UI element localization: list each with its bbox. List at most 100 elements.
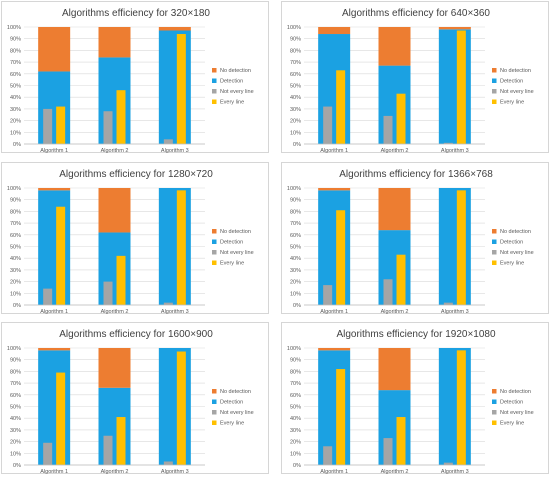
bar-not-every-line — [43, 442, 53, 465]
legend-swatch — [492, 389, 497, 394]
legend-swatch — [492, 410, 497, 415]
bar-no-detection — [38, 348, 71, 351]
bar-every-line — [336, 210, 346, 305]
bar-detection — [318, 190, 351, 305]
legend-swatch — [492, 89, 497, 94]
bar-detection — [438, 188, 471, 305]
bar-detection — [38, 71, 71, 144]
y-tick-label: 70% — [10, 60, 21, 66]
legend-label: Every line — [500, 261, 524, 267]
y-tick-label: 40% — [10, 256, 21, 262]
y-tick-label: 60% — [290, 72, 301, 78]
y-tick-label: 40% — [290, 95, 301, 101]
bar-no-detection — [378, 188, 411, 231]
bar-not-every-line — [323, 446, 333, 465]
bar-every-line — [336, 70, 346, 144]
bar-every-line — [336, 369, 346, 465]
legend-label: Every line — [500, 100, 524, 106]
legend-label: Not every line — [500, 89, 534, 95]
legend-label: No detection — [220, 389, 251, 395]
y-tick-label: 30% — [10, 107, 21, 113]
y-tick-label: 80% — [290, 369, 301, 375]
y-tick-label: 50% — [290, 245, 301, 251]
x-category-label: Algorithm 2 — [381, 309, 409, 315]
y-tick-label: 10% — [290, 451, 301, 457]
y-tick-label: 80% — [10, 369, 21, 375]
bar-every-line — [396, 93, 406, 144]
chart-title: Algorithms efficiency for 320×180 — [62, 8, 210, 19]
x-category-label: Algorithm 3 — [161, 469, 189, 475]
y-tick-label: 0% — [293, 142, 301, 148]
chart-panel: Algorithms efficiency for 1920×1080 0% 10%… — [281, 322, 549, 475]
bar-not-every-line — [443, 462, 453, 465]
legend-swatch — [212, 239, 217, 244]
y-tick-label: 70% — [10, 381, 21, 387]
y-tick-label: 10% — [10, 130, 21, 136]
legend-swatch — [212, 78, 217, 83]
bar-detection — [98, 387, 131, 465]
legend-label: Not every line — [220, 410, 254, 416]
y-tick-label: 90% — [10, 37, 21, 43]
y-tick-label: 90% — [290, 198, 301, 204]
y-tick-label: 50% — [290, 84, 301, 90]
y-tick-label: 40% — [290, 416, 301, 422]
legend-swatch — [212, 389, 217, 394]
y-tick-label: 20% — [10, 280, 21, 286]
x-category-label: Algorithm 1 — [40, 148, 68, 154]
chart-svg: Algorithms efficiency for 640×360 0% 10% 20… — [287, 8, 534, 154]
y-tick-label: 0% — [293, 463, 301, 469]
y-tick-label: 10% — [290, 291, 301, 297]
x-category-label: Algorithm 3 — [441, 309, 469, 315]
y-tick-label: 30% — [10, 268, 21, 274]
x-category-label: Algorithm 2 — [101, 309, 129, 315]
y-tick-label: 50% — [10, 245, 21, 251]
bar-every-line — [176, 34, 186, 144]
bar-every-line — [176, 190, 186, 305]
bar-no-detection — [98, 348, 131, 388]
legend-label: Detection — [500, 79, 523, 85]
x-category-label: Algorithm 3 — [441, 148, 469, 154]
bar-no-detection — [98, 27, 131, 58]
y-tick-label: 50% — [10, 405, 21, 411]
bar-no-detection — [38, 27, 71, 72]
bar-detection — [318, 350, 351, 465]
legend-swatch — [492, 99, 497, 104]
chart-title: Algorithms efficiency for 1600×900 — [59, 329, 213, 340]
chart-panel: Algorithms efficiency for 640×360 0% 10% 20… — [281, 1, 549, 154]
x-category-label: Algorithm 2 — [381, 469, 409, 475]
y-tick-label: 50% — [290, 405, 301, 411]
legend-swatch — [212, 260, 217, 265]
bar-not-every-line — [163, 461, 173, 465]
y-tick-label: 40% — [10, 95, 21, 101]
y-tick-label: 70% — [290, 60, 301, 66]
bar-detection — [98, 57, 131, 144]
bar-no-detection — [378, 27, 411, 66]
legend-label: Every line — [220, 421, 244, 427]
chart-panel: Algorithms efficiency for 320×180 0% 10% 20… — [1, 1, 269, 154]
bar-not-every-line — [163, 139, 173, 144]
y-tick-label: 30% — [290, 428, 301, 434]
bar-not-every-line — [383, 438, 393, 465]
y-tick-label: 50% — [10, 84, 21, 90]
chart-title: Algorithms efficiency for 640×360 — [342, 8, 490, 19]
y-tick-label: 70% — [290, 381, 301, 387]
legend-label: No detection — [500, 68, 531, 74]
y-tick-label: 0% — [13, 142, 21, 148]
legend-swatch — [212, 99, 217, 104]
legend-label: Detection — [500, 400, 523, 406]
y-tick-label: 20% — [10, 119, 21, 125]
y-tick-label: 100% — [287, 186, 301, 192]
bar-not-every-line — [43, 108, 53, 144]
bar-detection — [158, 30, 191, 144]
y-tick-label: 20% — [10, 440, 21, 446]
legend-swatch — [212, 410, 217, 415]
y-tick-label: 0% — [13, 303, 21, 309]
legend-label: Not every line — [500, 410, 534, 416]
legend-label: Detection — [220, 400, 243, 406]
chart-title: Algorithms efficiency for 1920×1080 — [336, 329, 496, 340]
legend-label: Detection — [220, 240, 243, 246]
bar-no-detection — [318, 27, 351, 35]
x-category-label: Algorithm 2 — [101, 148, 129, 154]
bar-no-detection — [38, 188, 71, 191]
bar-not-every-line — [103, 435, 113, 465]
